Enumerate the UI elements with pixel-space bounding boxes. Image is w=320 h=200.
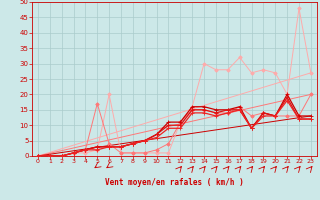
- X-axis label: Vent moyen/en rafales ( km/h ): Vent moyen/en rafales ( km/h ): [105, 178, 244, 187]
